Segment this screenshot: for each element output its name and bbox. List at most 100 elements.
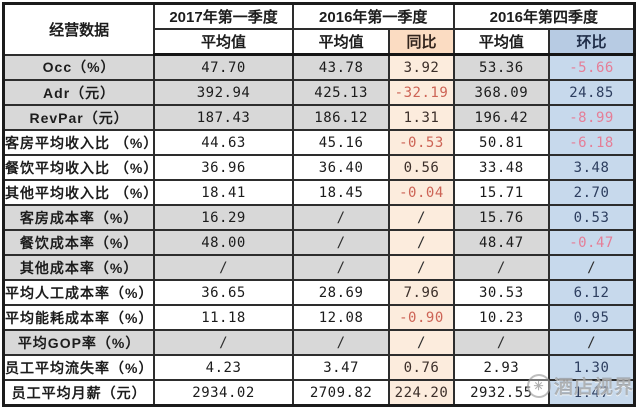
cell-v2017: 187.43	[153, 104, 294, 131]
row-label: 其他成本率（%）	[2, 254, 156, 281]
cell-v2016q1: /	[291, 229, 391, 256]
cell-v2016q1: 43.78	[291, 53, 391, 81]
table-row: 客房成本率（%） 16.29//15.76 0.53	[2, 204, 636, 231]
cell-v2016q1: 18.45	[291, 179, 391, 206]
table-row: Adr（元） 392.94 425.13 -32.19 368.09 24.85	[2, 79, 636, 106]
cell-yoy: -0.90	[388, 304, 455, 331]
cell-yoy: 0.56	[388, 154, 455, 181]
row-label: 员工平均月薪（元）	[2, 379, 156, 407]
cell-yoy: /	[388, 329, 455, 356]
row-label: 餐饮成本率（%）	[2, 229, 156, 256]
table-row: 其他平均收入比 （%） 18.41 18.45 -0.04 15.71 2.70	[2, 179, 636, 206]
cell-v2016q1: 2709.82	[291, 379, 391, 407]
cell-yoy: -0.04	[388, 179, 455, 206]
cell-yoy: /	[388, 204, 455, 231]
cell-v2016q1: 36.40	[291, 154, 391, 181]
cell-v2016q1: /	[291, 204, 391, 231]
cell-v2016q4: 368.09	[452, 79, 551, 106]
subheader-qoq: 环比	[548, 28, 636, 56]
table-row: RevPar（元） 187.43 186.12 1.31 196.42 -8.99	[2, 104, 636, 131]
row-label: 餐饮平均收入比 （%）	[2, 154, 156, 181]
table-row: 客房平均收入比 （%） 44.63 45.16 -0.53 50.81 -6.18	[2, 129, 636, 156]
table-row: Occ（%） 47.70 43.78 3.92 53.36 -5.66	[2, 53, 636, 81]
cell-qoq: 3.48	[548, 154, 636, 181]
cell-v2017: /	[153, 254, 294, 281]
cell-v2016q1: 28.69	[291, 279, 391, 306]
cell-qoq: 0.53	[548, 204, 636, 231]
table-row: 餐饮平均收入比 （%） 36.96 36.40 0.56 33.48 3.48	[2, 154, 636, 181]
cell-yoy: 0.76	[388, 354, 455, 381]
corner-header-metric: 经营数据	[2, 2, 156, 56]
row-label: 平均GOP率（%）	[2, 329, 156, 356]
row-label: Adr（元）	[2, 79, 156, 106]
cell-v2016q1: 425.13	[291, 79, 391, 106]
cell-qoq: -5.66	[548, 53, 636, 81]
cell-v2017: 44.63	[153, 129, 294, 156]
cell-v2016q1: 3.47	[291, 354, 391, 381]
cell-v2016q4: /	[452, 329, 551, 356]
cell-yoy: 3.92	[388, 53, 455, 81]
cell-v2017: 36.96	[153, 154, 294, 181]
cell-v2017: 4.23	[153, 354, 294, 381]
row-label: 客房成本率（%）	[2, 204, 156, 231]
header-sub-row: 平均值 平均值 同比 平均值 环比	[4, 28, 636, 56]
table-row: 平均能耗成本率（%） 11.18 12.08 -0.90 10.23 0.95	[2, 304, 636, 331]
cell-qoq: /	[548, 329, 636, 356]
cell-qoq: -0.47	[548, 229, 636, 256]
header-group-2017q1: 2017年第一季度	[153, 2, 294, 30]
table-row: 员工平均流失率（%） 4.23 3.47 0.76 2.93 1.30	[2, 354, 636, 381]
subheader-2016q1-average: 平均值	[291, 28, 391, 56]
cell-yoy: 7.96	[388, 279, 455, 306]
cell-v2016q1: /	[291, 254, 391, 281]
cell-v2017: 2934.02	[153, 379, 294, 407]
subheader-2017q1-average: 平均值	[153, 28, 294, 56]
row-label: 平均人工成本率（%）	[2, 279, 156, 306]
header-group-2016q1: 2016年第一季度	[291, 2, 455, 30]
cell-yoy: /	[388, 254, 455, 281]
cell-v2016q4: 50.81	[452, 129, 551, 156]
cell-v2016q4: 2932.55	[452, 379, 551, 407]
cell-v2016q4: 10.23	[452, 304, 551, 331]
cell-v2016q4: 30.53	[452, 279, 551, 306]
cell-v2016q4: /	[452, 254, 551, 281]
cell-v2016q1: /	[291, 329, 391, 356]
cell-v2016q4: 48.47	[452, 229, 551, 256]
subheader-2016q4-average: 平均值	[452, 28, 551, 56]
cell-v2017: 11.18	[153, 304, 294, 331]
table-row: 平均人工成本率（%） 36.65 28.69 7.96 30.53 6.12	[2, 279, 636, 306]
cell-yoy: 224.20	[388, 379, 455, 407]
cell-qoq: /	[548, 254, 636, 281]
cell-v2016q4: 15.76	[452, 204, 551, 231]
cell-v2016q4: 15.71	[452, 179, 551, 206]
cell-v2017: 16.29	[153, 204, 294, 231]
cell-v2017: /	[153, 329, 294, 356]
cell-v2016q1: 186.12	[291, 104, 391, 131]
cell-qoq: 1.47	[548, 379, 636, 407]
cell-v2017: 18.41	[153, 179, 294, 206]
cell-yoy: -0.53	[388, 129, 455, 156]
cell-yoy: 1.31	[388, 104, 455, 131]
cell-qoq: 6.12	[548, 279, 636, 306]
table-row: 员工平均月薪（元） 2934.02 2709.82 224.20 2932.55 1.47	[2, 379, 636, 407]
row-label: 其他平均收入比 （%）	[2, 179, 156, 206]
cell-qoq: 24.85	[548, 79, 636, 106]
table-row: 其他成本率（%） / / / / /	[2, 254, 636, 281]
table-row: 餐饮成本率（%） 48.00//48.47 -0.47	[2, 229, 636, 256]
cell-yoy: -32.19	[388, 79, 455, 106]
cell-v2016q4: 196.42	[452, 104, 551, 131]
row-label: 平均能耗成本率（%）	[2, 304, 156, 331]
cell-qoq: -8.99	[548, 104, 636, 131]
cell-v2017: 36.65	[153, 279, 294, 306]
row-label: Occ（%）	[2, 53, 156, 81]
cell-yoy: /	[388, 229, 455, 256]
cell-qoq: -6.18	[548, 129, 636, 156]
operations-data-table: 经营数据 2017年第一季度 2016年第一季度 2016年第四季度 平均值 平…	[2, 2, 636, 407]
header-group-row: 经营数据 2017年第一季度 2016年第一季度 2016年第四季度	[2, 2, 636, 56]
row-label: 员工平均流失率（%）	[2, 354, 156, 381]
cell-qoq: 0.95	[548, 304, 636, 331]
cell-v2016q1: 45.16	[291, 129, 391, 156]
cell-v2016q1: 12.08	[291, 304, 391, 331]
cell-v2017: 47.70	[153, 53, 294, 81]
header-group-2016q4: 2016年第四季度	[452, 2, 636, 30]
cell-qoq: 1.30	[548, 354, 636, 381]
